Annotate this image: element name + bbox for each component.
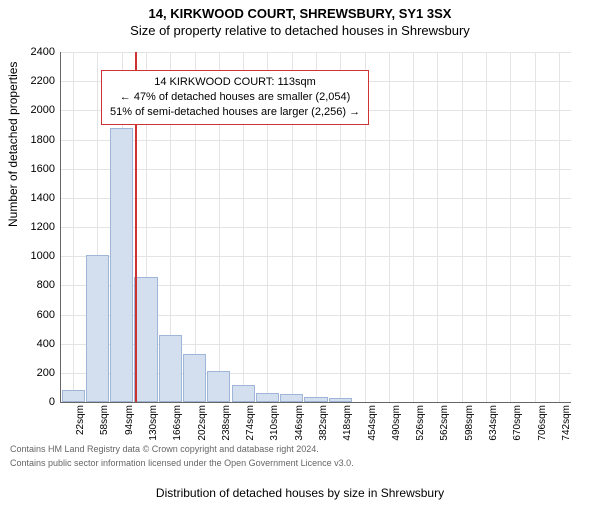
x-tick-label: 166sqm [172, 405, 183, 455]
x-tick-label: 634sqm [488, 405, 499, 455]
bar [207, 371, 230, 402]
bar [232, 385, 255, 403]
x-tick-label: 58sqm [99, 405, 110, 455]
x-tick-label: 526sqm [415, 405, 426, 455]
y-tick-label: 800 [15, 279, 55, 291]
bar [86, 255, 109, 402]
x-tick-label: 346sqm [294, 405, 305, 455]
grid-line-v [437, 52, 438, 402]
grid-line-v [535, 52, 536, 402]
x-tick-label: 706sqm [537, 405, 548, 455]
y-tick-label: 1800 [15, 134, 55, 146]
grid-line-v [413, 52, 414, 402]
grid-line-v [559, 52, 560, 402]
x-tick-label: 382sqm [318, 405, 329, 455]
bar [256, 393, 279, 402]
x-tick-label: 562sqm [439, 405, 450, 455]
x-tick-label: 130sqm [148, 405, 159, 455]
x-tick-label: 490sqm [391, 405, 402, 455]
y-tick-label: 600 [15, 309, 55, 321]
y-tick-label: 400 [15, 338, 55, 350]
y-tick-label: 2400 [15, 46, 55, 58]
y-tick-label: 200 [15, 367, 55, 379]
bar [280, 394, 303, 402]
y-tick-label: 2200 [15, 75, 55, 87]
grid-line-v [73, 52, 74, 402]
x-axis-label: Distribution of detached houses by size … [0, 486, 600, 500]
info-line: ← 47% of detached houses are smaller (2,… [110, 90, 360, 105]
info-line: 14 KIRKWOOD COURT: 113sqm [110, 75, 360, 90]
bar [304, 397, 327, 402]
grid-line-v [510, 52, 511, 402]
bar [134, 277, 157, 402]
x-tick-label: 22sqm [75, 405, 86, 455]
bar [329, 398, 352, 402]
info-line: 51% of semi-detached houses are larger (… [110, 105, 360, 120]
x-tick-label: 310sqm [269, 405, 280, 455]
grid-line-v [389, 52, 390, 402]
x-tick-label: 418sqm [342, 405, 353, 455]
y-tick-label: 1600 [15, 163, 55, 175]
y-tick-label: 1400 [15, 192, 55, 204]
bar [183, 354, 206, 402]
x-tick-label: 742sqm [561, 405, 572, 455]
info-box: 14 KIRKWOOD COURT: 113sqm← 47% of detach… [101, 70, 369, 125]
bar [159, 335, 182, 402]
y-tick-label: 0 [15, 396, 55, 408]
x-tick-label: 454sqm [367, 405, 378, 455]
x-tick-label: 598sqm [464, 405, 475, 455]
title-main: 14, KIRKWOOD COURT, SHREWSBURY, SY1 3SX [0, 6, 600, 21]
x-tick-label: 94sqm [124, 405, 135, 455]
x-tick-label: 238sqm [221, 405, 232, 455]
footnote-2: Contains public sector information licen… [0, 456, 600, 470]
bar [62, 390, 85, 402]
y-tick-label: 1200 [15, 221, 55, 233]
x-tick-label: 670sqm [512, 405, 523, 455]
grid-line-v [462, 52, 463, 402]
x-tick-label: 274sqm [245, 405, 256, 455]
chart-container: Number of detached properties 14 KIRKWOO… [0, 42, 600, 442]
x-tick-label: 202sqm [197, 405, 208, 455]
y-tick-label: 2000 [15, 104, 55, 116]
title-sub: Size of property relative to detached ho… [0, 23, 600, 38]
plot-area: 14 KIRKWOOD COURT: 113sqm← 47% of detach… [60, 52, 571, 403]
y-tick-label: 1000 [15, 250, 55, 262]
grid-line-v [486, 52, 487, 402]
bar [110, 128, 133, 402]
